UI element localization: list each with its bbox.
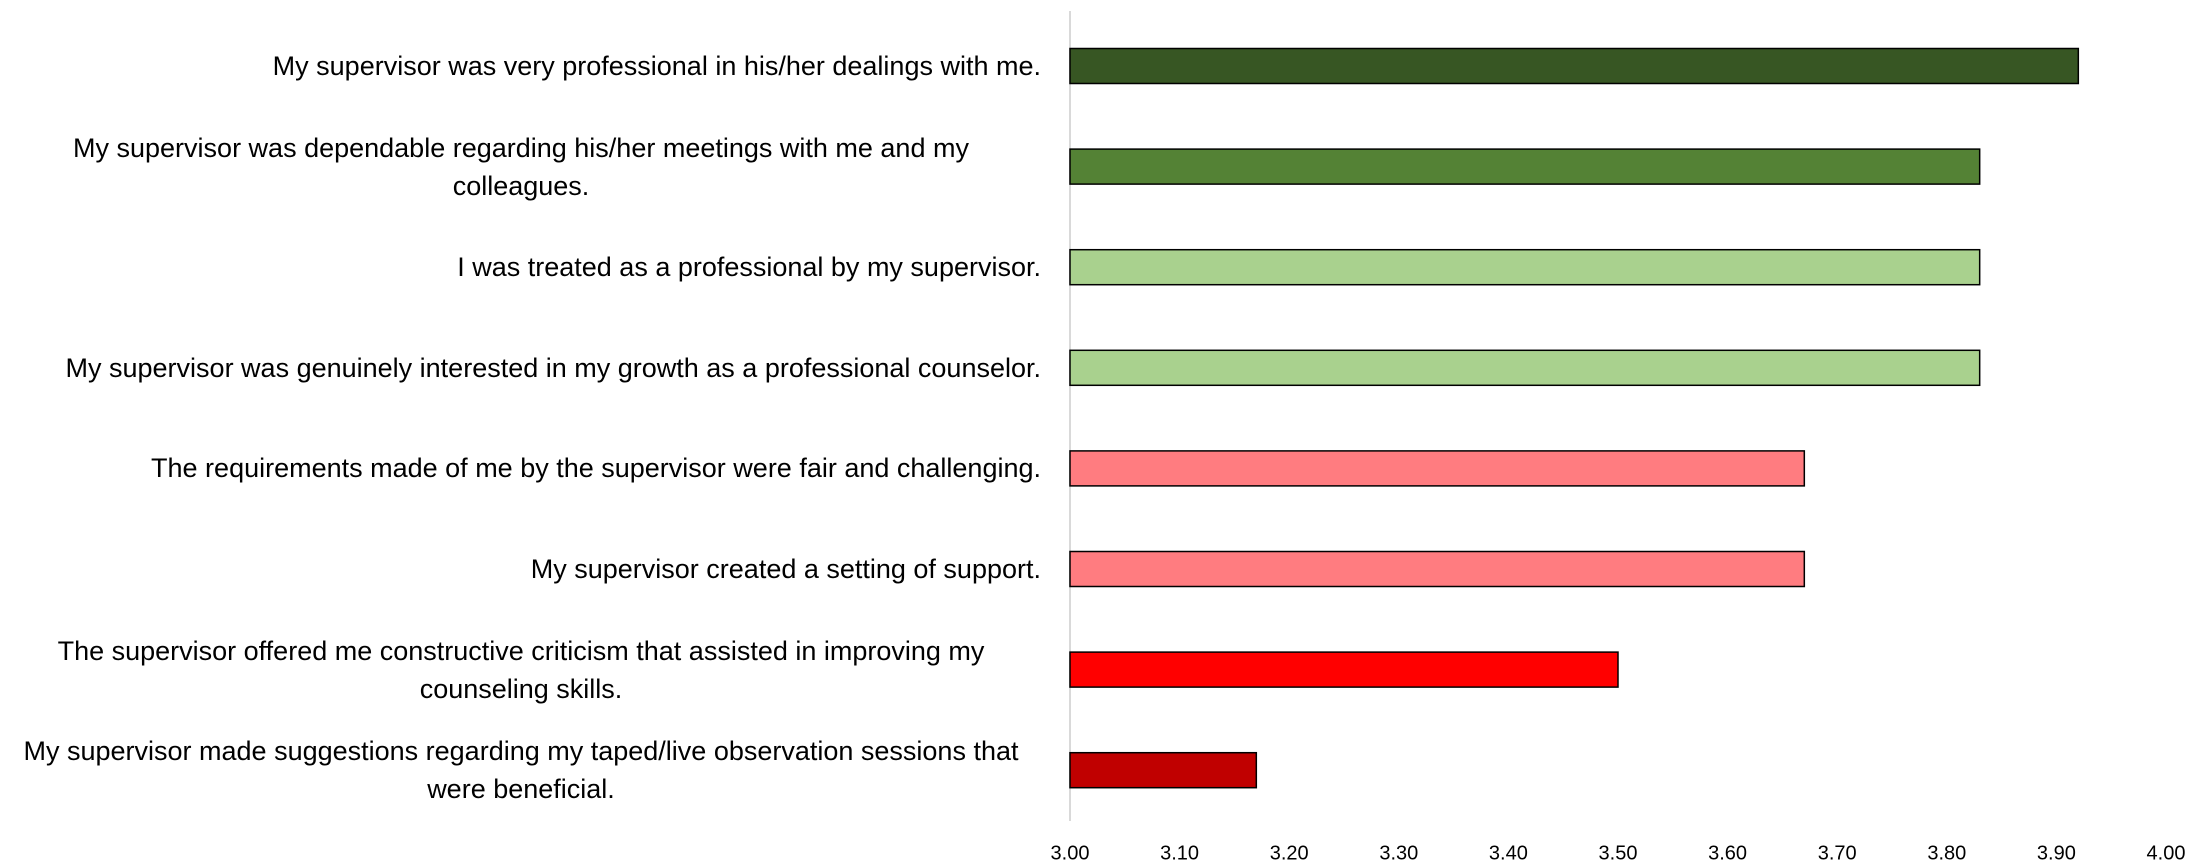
x-tick-label: 3.00 (1051, 842, 1090, 861)
x-tick-label: 3.50 (1599, 842, 1638, 861)
category-label: The supervisor offered me constructive c… (57, 635, 985, 704)
bar (1069, 349, 1981, 387)
bar (1069, 248, 1981, 286)
category-label-box: The supervisor offered me constructive c… (1, 632, 1041, 708)
category-label-box: My supervisor was genuinely interested i… (1, 349, 1041, 387)
category-label-box: My supervisor was very professional in h… (1, 47, 1041, 85)
x-tick-label: 3.90 (2037, 842, 2076, 861)
bar (1069, 751, 1258, 789)
x-tick-label: 4.00 (2147, 842, 2186, 861)
category-label: My supervisor was dependable regarding h… (73, 132, 969, 201)
x-tick-label: 3.20 (1270, 842, 1309, 861)
category-label-box: My supervisor created a setting of suppo… (1, 550, 1041, 588)
bar (1069, 47, 2080, 85)
category-label: My supervisor was very professional in h… (272, 51, 1041, 81)
x-tick-label: 3.40 (1489, 842, 1528, 861)
category-label-box: My supervisor made suggestions regarding… (1, 732, 1041, 808)
category-label-box: The requirements made of me by the super… (1, 449, 1041, 487)
category-label-box: My supervisor was dependable regarding h… (1, 129, 1041, 205)
category-label: My supervisor created a setting of suppo… (530, 554, 1041, 584)
category-label-box: I was treated as a professional by my su… (1, 248, 1041, 286)
bar (1069, 651, 1619, 688)
category-label: My supervisor was genuinely interested i… (65, 352, 1041, 383)
x-tick-label: 3.70 (1818, 842, 1857, 861)
category-label: My supervisor made suggestions regarding… (23, 736, 1019, 805)
category-label: I was treated as a professional by my su… (457, 252, 1041, 283)
bar (1069, 148, 1981, 185)
bar (1069, 450, 1806, 487)
category-label: The requirements made of me by the super… (151, 453, 1041, 484)
bar (1069, 550, 1806, 588)
x-tick-label: 3.60 (1708, 842, 1747, 861)
x-tick-label: 3.80 (1927, 842, 1966, 861)
x-tick-label: 3.30 (1379, 842, 1418, 861)
x-tick-label: 3.10 (1160, 842, 1199, 861)
